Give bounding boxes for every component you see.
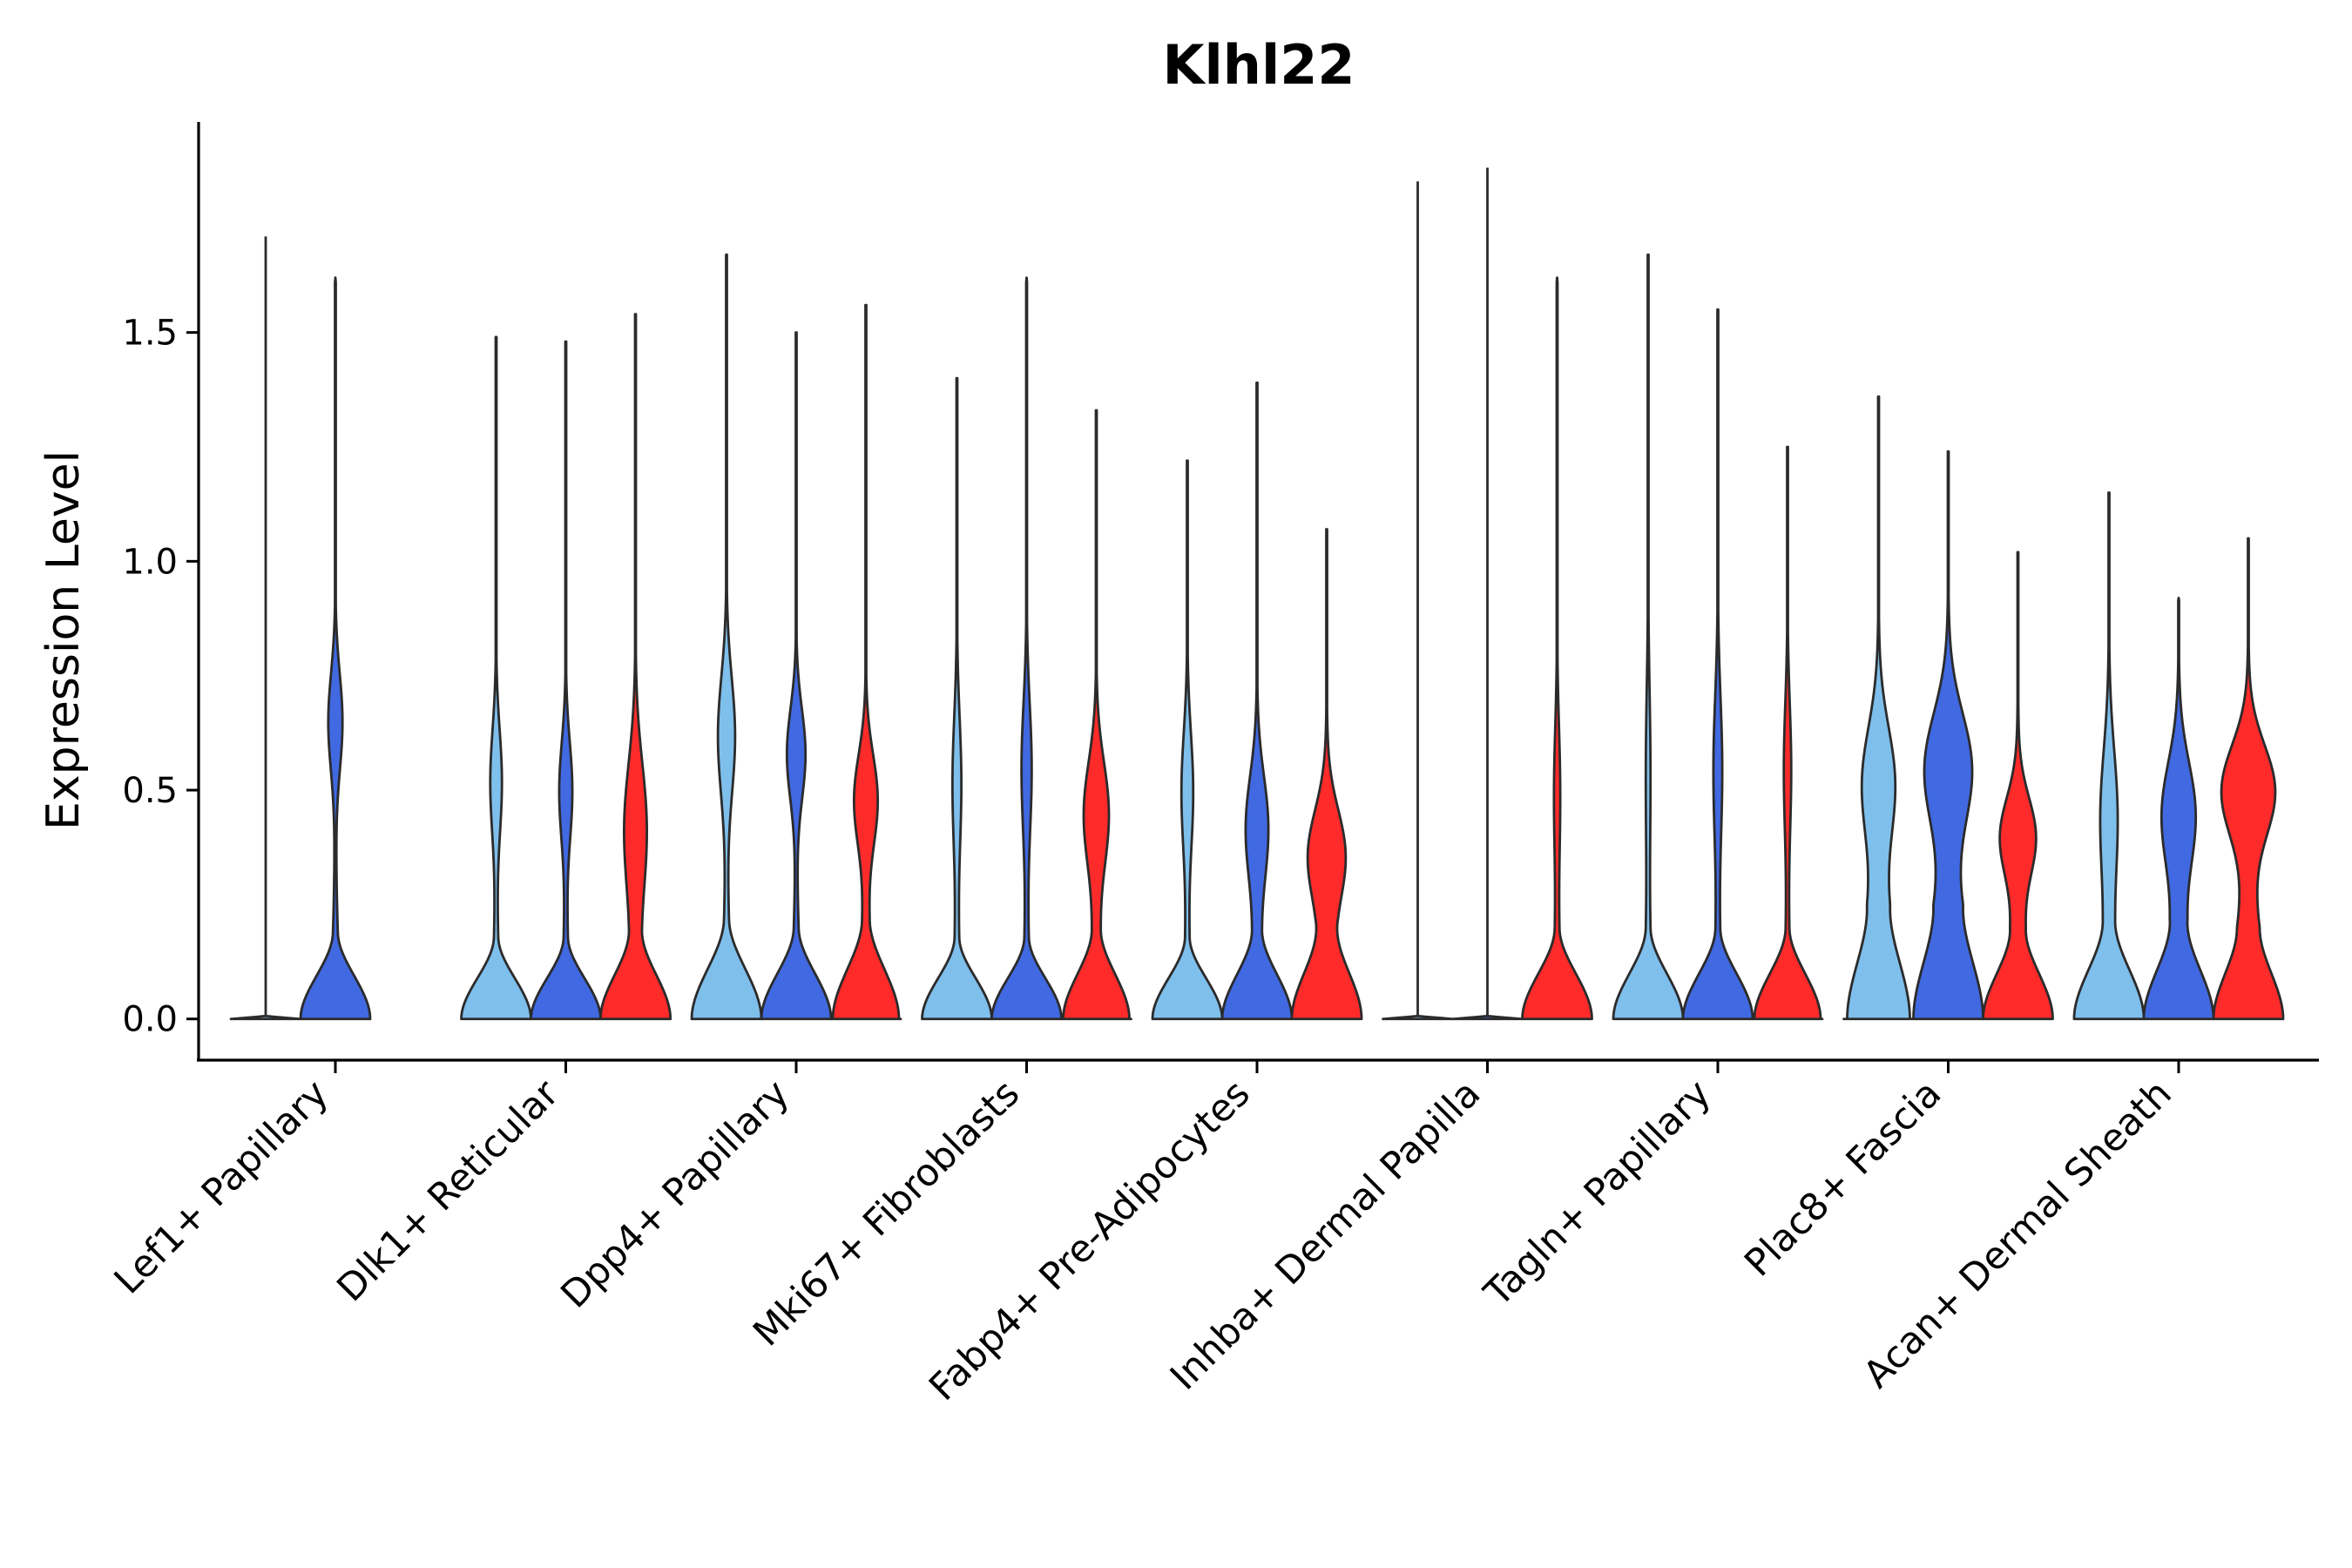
violin-condition_2 (1220, 382, 1294, 1021)
y-tick-label: 1.0 (122, 542, 178, 582)
violin-condition_1 (1612, 253, 1685, 1021)
violin-condition_2 (1451, 167, 1524, 1021)
y-tick-label: 0.5 (122, 771, 178, 811)
violin-condition_3 (598, 313, 672, 1021)
violin-condition_3 (1982, 551, 2054, 1021)
x-tick-label: Dpp4+ Papillary (553, 1071, 798, 1316)
y-tick-label: 0.0 (122, 1000, 178, 1040)
violin-condition_1 (460, 335, 532, 1021)
x-tick-label: Lef1+ Papillary (106, 1071, 337, 1302)
violin-condition_1 (690, 253, 763, 1021)
y-axis-label: Expression Level (37, 450, 90, 830)
violin-condition_3 (829, 303, 902, 1021)
violin-condition_1 (2072, 491, 2146, 1021)
x-tick-label: Tagln+ Papillary (1476, 1071, 1720, 1315)
violin-condition_1 (229, 236, 302, 1021)
violin-condition_3 (1060, 409, 1132, 1021)
violin-condition_2 (530, 340, 602, 1021)
violin-condition_3 (2212, 537, 2285, 1021)
violin-condition_2 (760, 331, 833, 1021)
x-tick-label: Plac8+ Fascia (1736, 1071, 1950, 1285)
violin-condition_2 (299, 276, 372, 1021)
violin-condition_3 (1521, 276, 1593, 1021)
violin-layer (229, 167, 2285, 1021)
y-ticks: 0.0 0.5 1.0 1.5 (122, 314, 199, 1040)
x-tick-label: Mki67+ Fibroblasts (745, 1071, 1028, 1355)
violin-condition_3 (1290, 528, 1363, 1021)
violin-condition_1 (1382, 181, 1454, 1021)
violin-condition_3 (1751, 445, 1824, 1021)
y-tick-label: 1.5 (122, 314, 178, 354)
violin-condition_1 (1151, 459, 1224, 1021)
violin-condition_2 (2142, 596, 2215, 1021)
violin-condition_2 (1912, 449, 1984, 1021)
violin-condition_2 (990, 276, 1063, 1021)
violin-condition_1 (921, 376, 993, 1021)
violin-condition_1 (1842, 395, 1915, 1021)
chart-title: Klhl22 (1163, 33, 1355, 97)
violin-condition_2 (1681, 308, 1754, 1021)
x-tick-label: Dlk1+ Reticular (329, 1071, 568, 1310)
